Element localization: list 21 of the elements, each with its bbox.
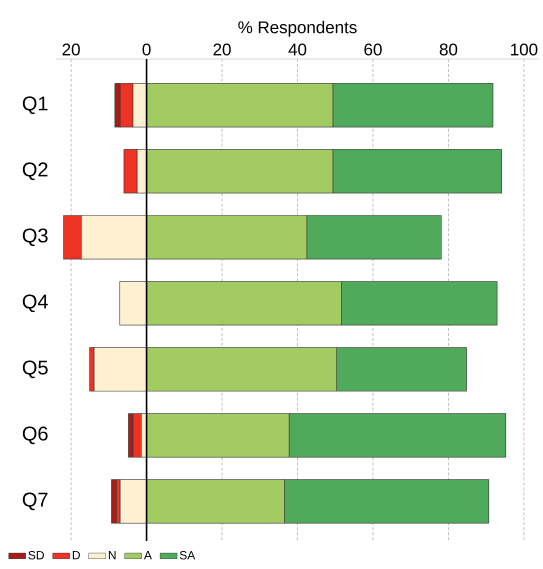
legend-label: D <box>72 551 80 560</box>
x-tick-label: 20 <box>62 44 80 56</box>
legend-label: SD <box>28 550 44 560</box>
y-tick-label: Q2 <box>22 162 48 180</box>
x-tick-label: 40 <box>288 44 306 56</box>
x-tick-label: 80 <box>440 44 458 56</box>
x-axis-title: % Respondents <box>238 20 357 37</box>
legend-label: N <box>108 551 116 560</box>
y-tick-label: Q5 <box>22 360 48 378</box>
y-tick-label: Q3 <box>22 228 48 246</box>
x-tick-label: 60 <box>364 44 382 56</box>
legend-label: A <box>144 551 152 560</box>
y-tick-label: Q1 <box>22 96 48 114</box>
x-tick-label: 100 <box>511 44 538 56</box>
y-tick-label: Q7 <box>22 492 48 510</box>
bar <box>111 479 117 524</box>
y-tick-label: Q4 <box>22 294 48 312</box>
x-tick-label: 20 <box>213 44 231 56</box>
legend-label: SA <box>180 550 196 560</box>
x-tick-label: 0 <box>142 44 151 56</box>
y-tick-label: Q6 <box>22 426 48 444</box>
